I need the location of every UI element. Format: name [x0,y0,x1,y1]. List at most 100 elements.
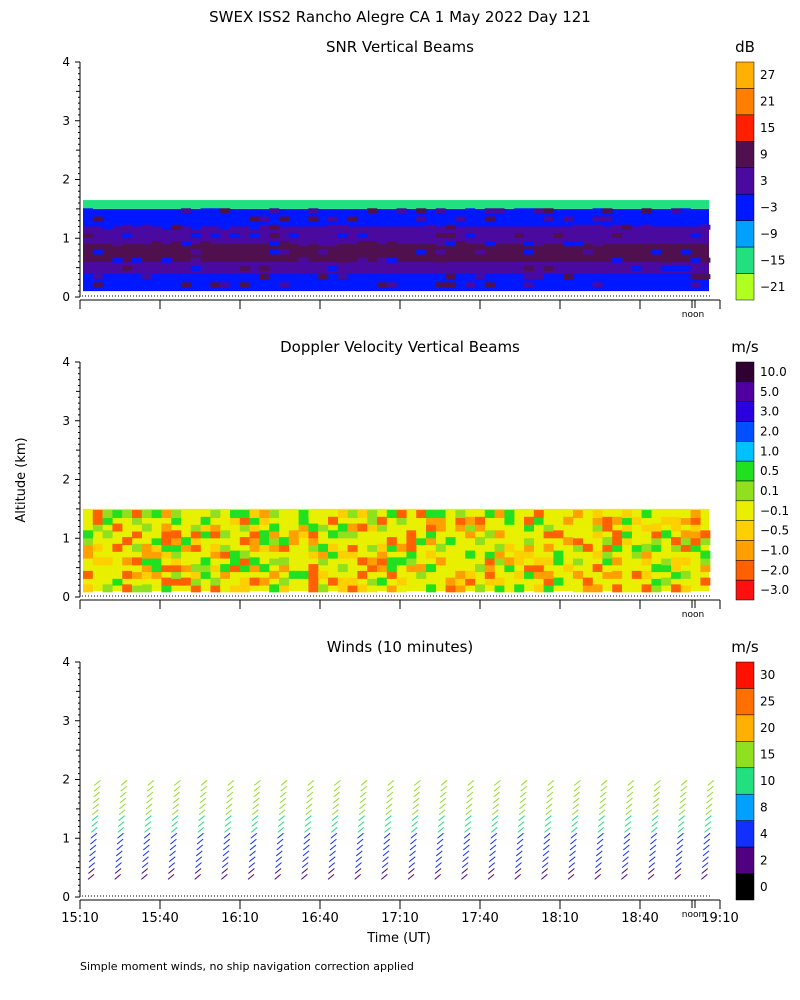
wind-barb [648,868,655,874]
wind-barb [90,826,98,833]
doppler-cell [102,516,113,525]
doppler-cell [573,537,583,546]
wind-barb [680,785,687,792]
y-tick-label: 3 [62,714,70,728]
wind-barb [435,862,442,869]
wind-barb [89,844,97,851]
snr-cell [700,224,711,230]
wind-barb [169,850,176,857]
snr-cell [563,216,574,222]
doppler-cell [161,530,172,539]
wind-barb [302,850,310,857]
snr-cell [661,249,672,255]
wind-barb [143,838,151,845]
doppler-cell [83,550,93,559]
wind-barb [572,797,580,804]
snr-cell [210,208,221,214]
wind-barb [331,815,339,822]
doppler-cell [651,523,662,532]
wind-barb [330,838,337,845]
doppler-cell [386,577,397,586]
wind-barb [301,873,308,880]
doppler-cell [622,510,632,519]
doppler-cell [573,530,583,539]
doppler-cell [249,523,260,532]
y-tick-label: 4 [62,55,70,69]
wind-barb [677,832,684,839]
doppler-cell [308,564,319,573]
wind-barb [488,856,496,863]
snr-cell [524,274,534,280]
snr-cell [141,249,152,255]
doppler-cell [484,557,495,566]
colorbar-label: 2.0 [760,424,779,438]
doppler-cell [426,537,436,546]
colorbar-label: −3 [760,200,778,214]
wind-barb [440,785,447,792]
snr-cell [416,216,427,222]
doppler-cell [308,543,319,552]
wind-barb [307,785,314,792]
doppler-cell [445,537,456,546]
wind-barb [226,797,233,804]
wind-barb [115,856,123,863]
doppler-cell [357,510,368,519]
doppler-cell [661,530,672,539]
wind-barb [647,873,655,880]
wind-barb [439,803,446,810]
wind-barb [515,850,523,857]
doppler-cell [298,530,309,539]
doppler-cell [230,577,240,586]
wind-barb [303,838,311,845]
wind-barb [174,779,181,786]
snr-cell [308,216,319,222]
doppler-cell [445,584,456,593]
snr-cell [122,224,133,230]
doppler-cell [249,516,260,525]
doppler-cell [641,550,652,559]
doppler-cell [504,584,515,593]
doppler-cell [641,530,652,539]
colorbar-units: dB [735,38,755,56]
doppler-cell [367,537,378,546]
wind-barb [114,868,122,874]
doppler-cell [347,550,358,559]
doppler-cell [386,537,397,546]
doppler-cell [543,516,554,525]
snr-cell [337,224,348,230]
doppler-cell [298,557,309,566]
y-axis-label: Altitude (km) [14,437,29,522]
doppler-cell [435,557,446,566]
snr-cell [435,208,446,214]
doppler-cell [651,577,662,586]
doppler-cell [161,537,172,546]
wind-barb [412,809,419,816]
doppler-cell [426,550,436,559]
doppler-cell [288,530,299,539]
wind-barb [599,797,607,804]
snr-band [83,200,709,209]
doppler-cell [239,523,250,532]
doppler-cell [239,510,250,519]
doppler-cell [151,557,162,566]
snr-cell [308,208,319,214]
x-tick-label: 15:10 [61,911,98,926]
doppler-cell [514,557,525,566]
wind-barb [168,862,176,869]
snr-cell [318,274,329,280]
snr-cell [592,282,603,288]
doppler-cell [504,564,515,573]
doppler-cell [151,570,162,579]
doppler-cell [210,550,221,559]
snr-cell [484,241,495,247]
snr-cell [200,241,211,247]
wind-barb [144,821,152,827]
y-tick-label: 4 [62,355,70,369]
doppler-cell [484,550,495,559]
doppler-cell [210,584,221,593]
colorbar-swatch [735,114,755,142]
snr-cell [279,282,289,288]
doppler-cell [367,523,378,532]
snr-cell [543,216,554,222]
doppler-cell [582,510,593,519]
